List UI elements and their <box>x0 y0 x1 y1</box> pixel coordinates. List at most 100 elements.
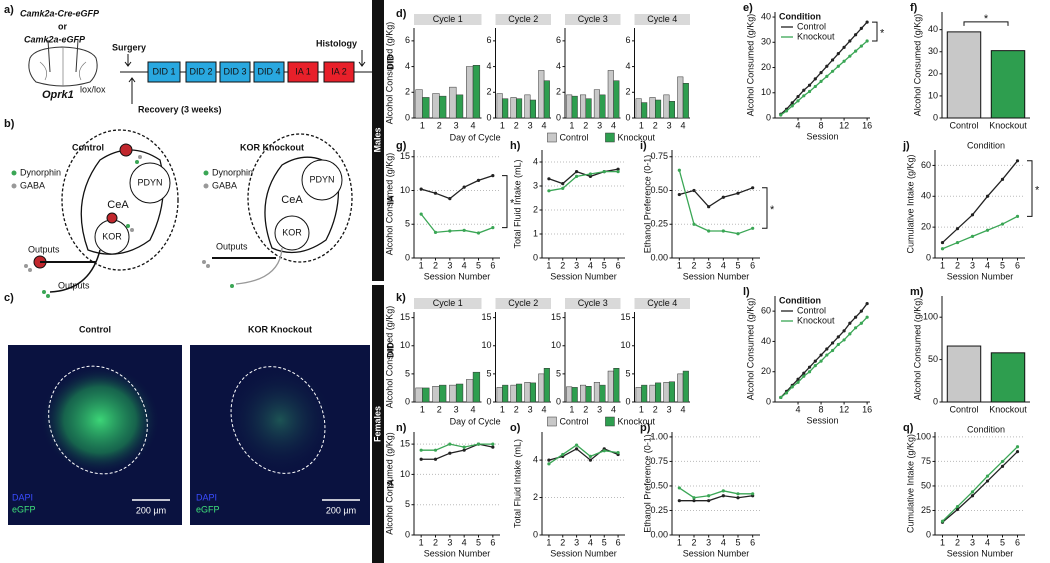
point <box>1015 214 1020 218</box>
x-axis-label: Session Number <box>683 548 750 558</box>
point <box>825 353 829 357</box>
legend-dot <box>11 183 17 189</box>
point <box>588 174 593 178</box>
bracket <box>502 175 508 229</box>
x-axis-label: Session Number <box>683 271 750 281</box>
point <box>736 232 740 236</box>
channel: eGFP <box>12 504 36 514</box>
event-label: Surgery <box>112 42 146 52</box>
y-tick-label: 50 <box>928 354 938 364</box>
facet-strip <box>565 298 621 309</box>
panel-label: h) <box>510 140 521 152</box>
x-axis-label: Session Number <box>947 271 1014 281</box>
x-tick-label: 6 <box>750 260 755 270</box>
y-tick-label: 4 <box>405 61 410 71</box>
bar <box>599 94 606 119</box>
y-tick-label: 40 <box>761 336 771 346</box>
label: KOR <box>282 227 302 237</box>
y-axis-label: Alcohol Consumed (g/Kg) <box>384 153 394 256</box>
x-tick-label: 4 <box>611 404 616 414</box>
point <box>462 185 466 189</box>
facet-title: Cycle 1 <box>433 298 463 308</box>
bar <box>613 368 620 403</box>
x-tick-label: 3 <box>454 404 459 414</box>
point <box>547 458 551 462</box>
arrow <box>358 50 366 67</box>
point <box>602 170 606 174</box>
legend-text: GABA <box>20 180 45 190</box>
row-label: DID <box>385 342 395 358</box>
dot <box>28 268 32 272</box>
title: Control <box>79 324 111 334</box>
legend-label: Control <box>559 132 588 142</box>
block <box>323 61 355 83</box>
block-label: DID 4 <box>257 66 280 76</box>
point <box>836 52 840 56</box>
x-tick-label: 3 <box>528 404 533 414</box>
point <box>779 395 783 400</box>
label: PDYN <box>309 174 334 184</box>
x-tick-label: 2 <box>653 404 658 414</box>
point <box>784 391 789 395</box>
x-tick-label: 16 <box>862 404 872 414</box>
legend-swatch <box>605 416 615 427</box>
bar <box>580 94 587 119</box>
annotation: * <box>984 13 989 25</box>
bar <box>472 371 481 403</box>
point <box>779 113 783 117</box>
x-tick-label: 2 <box>514 120 519 130</box>
x-tick-label: 1 <box>420 120 425 130</box>
point <box>448 197 452 201</box>
x-tick-label: 6 <box>1015 260 1020 270</box>
x-tick-label: Knockout <box>989 404 1027 414</box>
gene: Oprk1 <box>42 89 74 101</box>
point <box>448 229 452 233</box>
bar <box>571 387 578 403</box>
bar <box>585 98 592 119</box>
y-tick-label: 0 <box>933 396 938 406</box>
y-axis-label: Alcohol Consumed (g/Kg) <box>745 14 755 117</box>
x-tick-label: 8 <box>819 404 824 414</box>
point <box>940 519 945 523</box>
point <box>462 445 466 449</box>
y-tick-label: 5 <box>405 368 410 378</box>
y-tick-label: 4 <box>556 61 561 71</box>
scale-label: 200 µm <box>326 505 356 515</box>
y-tick-label: 10 <box>481 340 491 350</box>
y-tick-label: 0.75 <box>650 456 668 466</box>
bar <box>635 387 642 403</box>
point <box>848 39 852 43</box>
point <box>830 58 835 62</box>
x-tick-label: 2 <box>955 537 960 547</box>
x-tick-label: 4 <box>796 404 801 414</box>
point <box>985 474 990 478</box>
block-label: DID 2 <box>189 66 212 76</box>
x-tick-label: 6 <box>490 537 495 547</box>
bar <box>580 384 587 403</box>
x-tick-label: 1 <box>940 260 945 270</box>
x-axis-label: Day of Cycle <box>450 132 501 142</box>
point <box>574 447 579 451</box>
point <box>985 479 990 483</box>
series-line <box>942 446 1018 522</box>
bar <box>607 370 614 403</box>
block <box>219 61 251 83</box>
point <box>807 89 812 94</box>
point <box>462 228 466 232</box>
point <box>825 64 829 68</box>
y-axis-label: Total Fluid Intake (mL) <box>512 159 522 248</box>
point <box>616 451 620 455</box>
dot <box>46 294 50 298</box>
series-line <box>548 448 619 461</box>
legend-title: Condition <box>779 11 821 21</box>
point <box>588 458 593 462</box>
dot <box>42 290 46 294</box>
facet-title: Cycle 4 <box>647 14 677 24</box>
point <box>433 191 438 195</box>
point <box>796 99 800 103</box>
bar <box>466 379 474 403</box>
point <box>836 335 840 339</box>
y-axis-label: Cumulative Intake (g/Kg) <box>905 154 915 253</box>
annotation: * <box>770 204 775 216</box>
